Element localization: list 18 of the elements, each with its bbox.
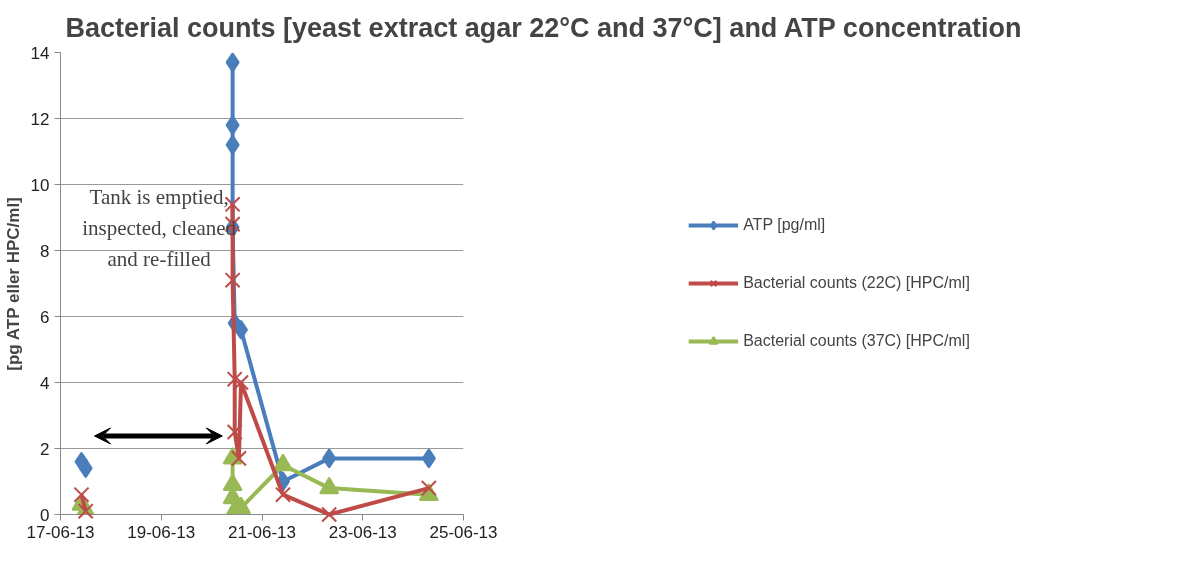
y-tick-label: 14: [30, 43, 50, 63]
x-tick-label: 25-06-13: [429, 522, 498, 542]
text: Bacterial counts [yeast extract agar 22°C and 37°C] and ATP concentration: [65, 12, 1022, 43]
y-tick-label: 0: [40, 505, 50, 525]
y-tick-label: 2: [40, 439, 50, 459]
y-tick-label: 6: [40, 307, 50, 327]
x-tick-label: 17-06-13: [26, 522, 95, 542]
x-tick-label: 21-06-13: [227, 522, 297, 542]
legend-label: Bacterial counts (37C) [HPC/ml]: [743, 332, 970, 350]
y-tick-label: 8: [40, 241, 50, 261]
y-axis-title: [pg ATP eller HPC/ml]: [3, 197, 23, 371]
y-tick-label: 4: [40, 373, 50, 393]
y-tick-label: 12: [30, 109, 50, 129]
x-tick-label: 19-06-13: [127, 522, 196, 542]
legend-label: Bacterial counts (22C) [HPC/ml]: [743, 274, 970, 292]
x-tick-label: 23-06-13: [328, 522, 397, 542]
y-tick-label: 10: [30, 175, 50, 195]
legend-label: ATP [pg/ml]: [743, 216, 826, 234]
